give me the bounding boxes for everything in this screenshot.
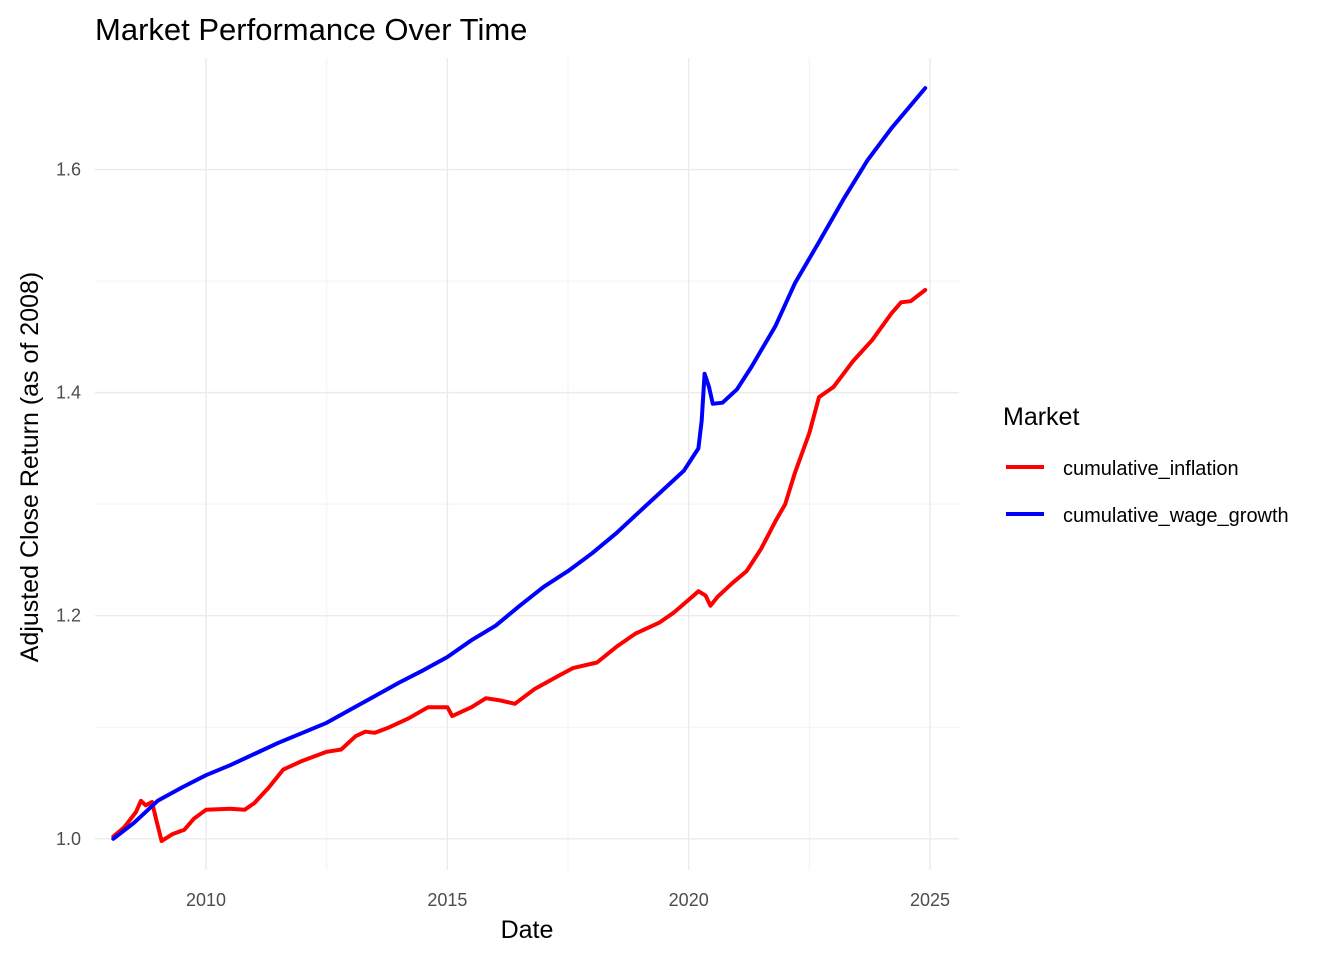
y-tick-label: 1.6 xyxy=(56,160,81,180)
chart-title: Market Performance Over Time xyxy=(95,12,527,47)
y-tick-labels: 1.0 1.2 1.4 1.6 xyxy=(56,160,81,849)
y-axis-title: Adjusted Close Return (as of 2008) xyxy=(16,272,44,663)
series-line-cumulative-wage-growth xyxy=(111,86,928,841)
y-tick-label: 1.4 xyxy=(56,383,81,403)
series-lines xyxy=(111,86,928,843)
x-tick-label: 2015 xyxy=(427,890,467,910)
x-tick-labels: 2010 2015 2020 2025 xyxy=(186,890,950,910)
legend-label-wage-growth: cumulative_wage_growth xyxy=(1063,505,1289,527)
y-tick-label: 1.0 xyxy=(56,829,81,849)
legend-label-inflation: cumulative_inflation xyxy=(1063,458,1239,480)
x-axis-title: Date xyxy=(501,916,554,944)
series-line-cumulative-inflation xyxy=(111,288,928,843)
x-tick-label: 2010 xyxy=(186,890,226,910)
y-tick-label: 1.2 xyxy=(56,606,81,626)
x-tick-label: 2020 xyxy=(669,890,709,910)
legend-title: Market xyxy=(1003,403,1079,431)
grid xyxy=(95,58,959,870)
x-tick-label: 2025 xyxy=(910,890,950,910)
legend: Market cumulative_inflation cumulative_w… xyxy=(1003,403,1289,527)
